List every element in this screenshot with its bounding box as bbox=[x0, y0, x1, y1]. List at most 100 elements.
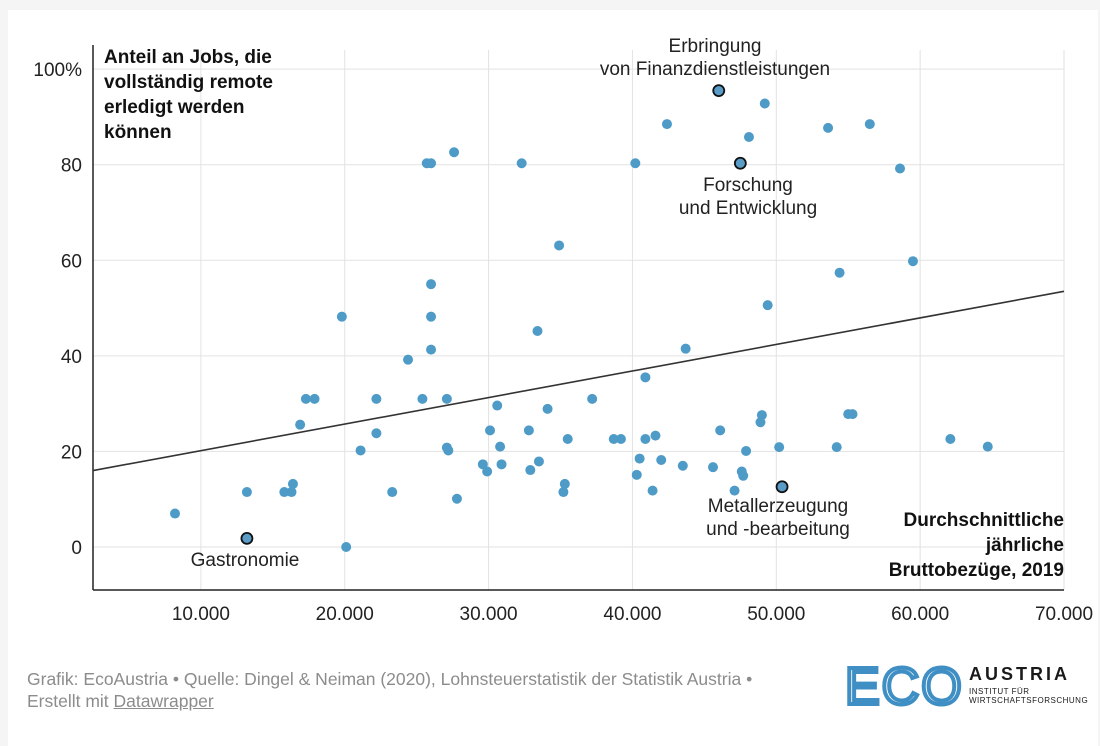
data-point bbox=[542, 403, 553, 414]
y-axis-title: Anteil an Jobs, die vollständig remote erl… bbox=[104, 47, 273, 143]
data-point bbox=[640, 372, 651, 383]
scatter-chart: 10.000 20.000 30.000 40.000 50.000 60.000 70.0… bbox=[33, 36, 1093, 625]
highlight-label-line: Forschung bbox=[703, 175, 793, 196]
data-point bbox=[169, 508, 180, 519]
data-point bbox=[441, 393, 452, 404]
data-point bbox=[708, 462, 719, 473]
data-point bbox=[823, 122, 834, 133]
data-point bbox=[647, 485, 658, 496]
data-point bbox=[650, 430, 661, 441]
chart-card bbox=[8, 10, 1098, 746]
x-axis-title: Durchschnittliche jährliche Bruttobezüge, … bbox=[889, 510, 1064, 581]
data-point bbox=[371, 393, 382, 404]
footer-line-1: Grafik: EcoAustria • Quelle: Dingel & Ne… bbox=[27, 669, 753, 689]
y-axis-title-line: erledigt werden bbox=[104, 97, 244, 118]
y-tick-label: 0 bbox=[71, 538, 82, 559]
highlight-label-line: und Entwicklung bbox=[679, 198, 817, 219]
data-point bbox=[477, 459, 488, 470]
data-point bbox=[341, 541, 352, 552]
data-point bbox=[774, 442, 785, 453]
data-point bbox=[295, 419, 306, 430]
data-point bbox=[562, 433, 573, 444]
data-point bbox=[492, 400, 503, 411]
x-axis-title-line: jährliche bbox=[985, 535, 1064, 556]
data-point bbox=[449, 147, 460, 158]
data-point bbox=[847, 409, 858, 420]
axis-ticks: 10.000 20.000 30.000 40.000 50.000 60.000 70.0… bbox=[33, 45, 1093, 625]
y-tick-label: 60 bbox=[61, 251, 82, 272]
logo-sub-line-1: INSTITUT FÜR bbox=[969, 687, 1030, 696]
trend-line-group bbox=[92, 290, 1065, 472]
data-point bbox=[762, 300, 773, 311]
data-point bbox=[756, 410, 767, 421]
x-tick-label: 60.000 bbox=[891, 604, 949, 625]
data-point bbox=[729, 485, 740, 496]
highlight-label: Metallerzeugung und -bearbeitung bbox=[706, 496, 850, 540]
logo-subtitle: INSTITUT FÜR WIRTSCHAFTSFORSCHUNG bbox=[969, 687, 1088, 705]
data-point bbox=[417, 393, 428, 404]
data-point bbox=[287, 478, 298, 489]
y-tick-label: 20 bbox=[61, 442, 82, 463]
data-point bbox=[426, 311, 437, 322]
data-point bbox=[982, 441, 993, 452]
annotations: Erbringung von Finanzdienstleistungen Fors… bbox=[191, 36, 850, 571]
logo-austria-text: AUSTRIA bbox=[969, 664, 1070, 684]
data-point bbox=[241, 487, 252, 498]
highlighted-point bbox=[712, 84, 726, 98]
highlight-label-line: Metallerzeugung bbox=[708, 496, 848, 517]
data-point bbox=[864, 119, 875, 130]
grid-lines bbox=[93, 50, 1065, 590]
data-point bbox=[309, 393, 320, 404]
eco-logo-mark: ECO bbox=[843, 662, 964, 708]
data-point bbox=[759, 98, 770, 109]
highlighted-point bbox=[240, 531, 254, 545]
x-tick-label: 20.000 bbox=[316, 604, 374, 625]
data-point bbox=[482, 466, 493, 477]
data-point bbox=[661, 119, 672, 130]
data-point bbox=[631, 469, 642, 480]
data-point bbox=[279, 487, 290, 498]
data-point bbox=[485, 425, 496, 436]
y-tick-label: 80 bbox=[61, 156, 82, 177]
data-point bbox=[587, 393, 598, 404]
data-point bbox=[495, 441, 506, 452]
footer-prefix: Erstellt mit bbox=[27, 691, 114, 711]
data-point bbox=[834, 267, 845, 278]
data-point bbox=[677, 460, 688, 471]
data-point bbox=[387, 487, 398, 498]
datawrapper-link[interactable]: Datawrapper bbox=[113, 691, 214, 711]
footer-line-2: Erstellt mit Datawrapper bbox=[27, 690, 847, 712]
data-point bbox=[634, 453, 645, 464]
y-axis-title-line: Anteil an Jobs, die bbox=[104, 47, 272, 68]
highlight-label: Gastronomie bbox=[191, 550, 300, 571]
x-tick-label: 70.000 bbox=[1035, 604, 1093, 625]
data-point bbox=[426, 344, 437, 355]
highlight-label-line: Erbringung bbox=[669, 36, 762, 57]
y-axis-title-line: vollständig remote bbox=[104, 72, 273, 93]
logo-sub-line-2: WIRTSCHAFTSFORSCHUNG bbox=[969, 696, 1089, 705]
ecoaustria-logo: ECO AUSTRIA INSTITUT FÜR WIRTSCHAFTSFORS… bbox=[843, 662, 1098, 708]
highlight-label-line: von Finanzdienstleistungen bbox=[600, 59, 830, 80]
highlighted-point bbox=[775, 480, 789, 494]
data-point bbox=[426, 158, 437, 169]
y-tick-label: 100% bbox=[33, 60, 82, 81]
eco-mark-text: ECO bbox=[845, 662, 964, 708]
data-point bbox=[300, 393, 311, 404]
trend-line bbox=[92, 290, 1065, 472]
data-point bbox=[554, 240, 565, 251]
data-point bbox=[945, 433, 956, 444]
data-point bbox=[496, 459, 507, 470]
footer-credits: Grafik: EcoAustria • Quelle: Dingel & Ne… bbox=[27, 668, 847, 712]
y-tick-label: 40 bbox=[61, 347, 82, 368]
data-point bbox=[831, 442, 842, 453]
data-point bbox=[426, 279, 437, 290]
x-axis-title-line: Durchschnittliche bbox=[904, 510, 1064, 531]
data-point bbox=[680, 343, 691, 354]
data-points bbox=[169, 84, 993, 552]
highlighted-point bbox=[733, 156, 747, 170]
data-point bbox=[640, 433, 651, 444]
data-point bbox=[516, 158, 527, 169]
data-point bbox=[630, 158, 641, 169]
data-point bbox=[615, 433, 626, 444]
x-tick-label: 30.000 bbox=[460, 604, 518, 625]
